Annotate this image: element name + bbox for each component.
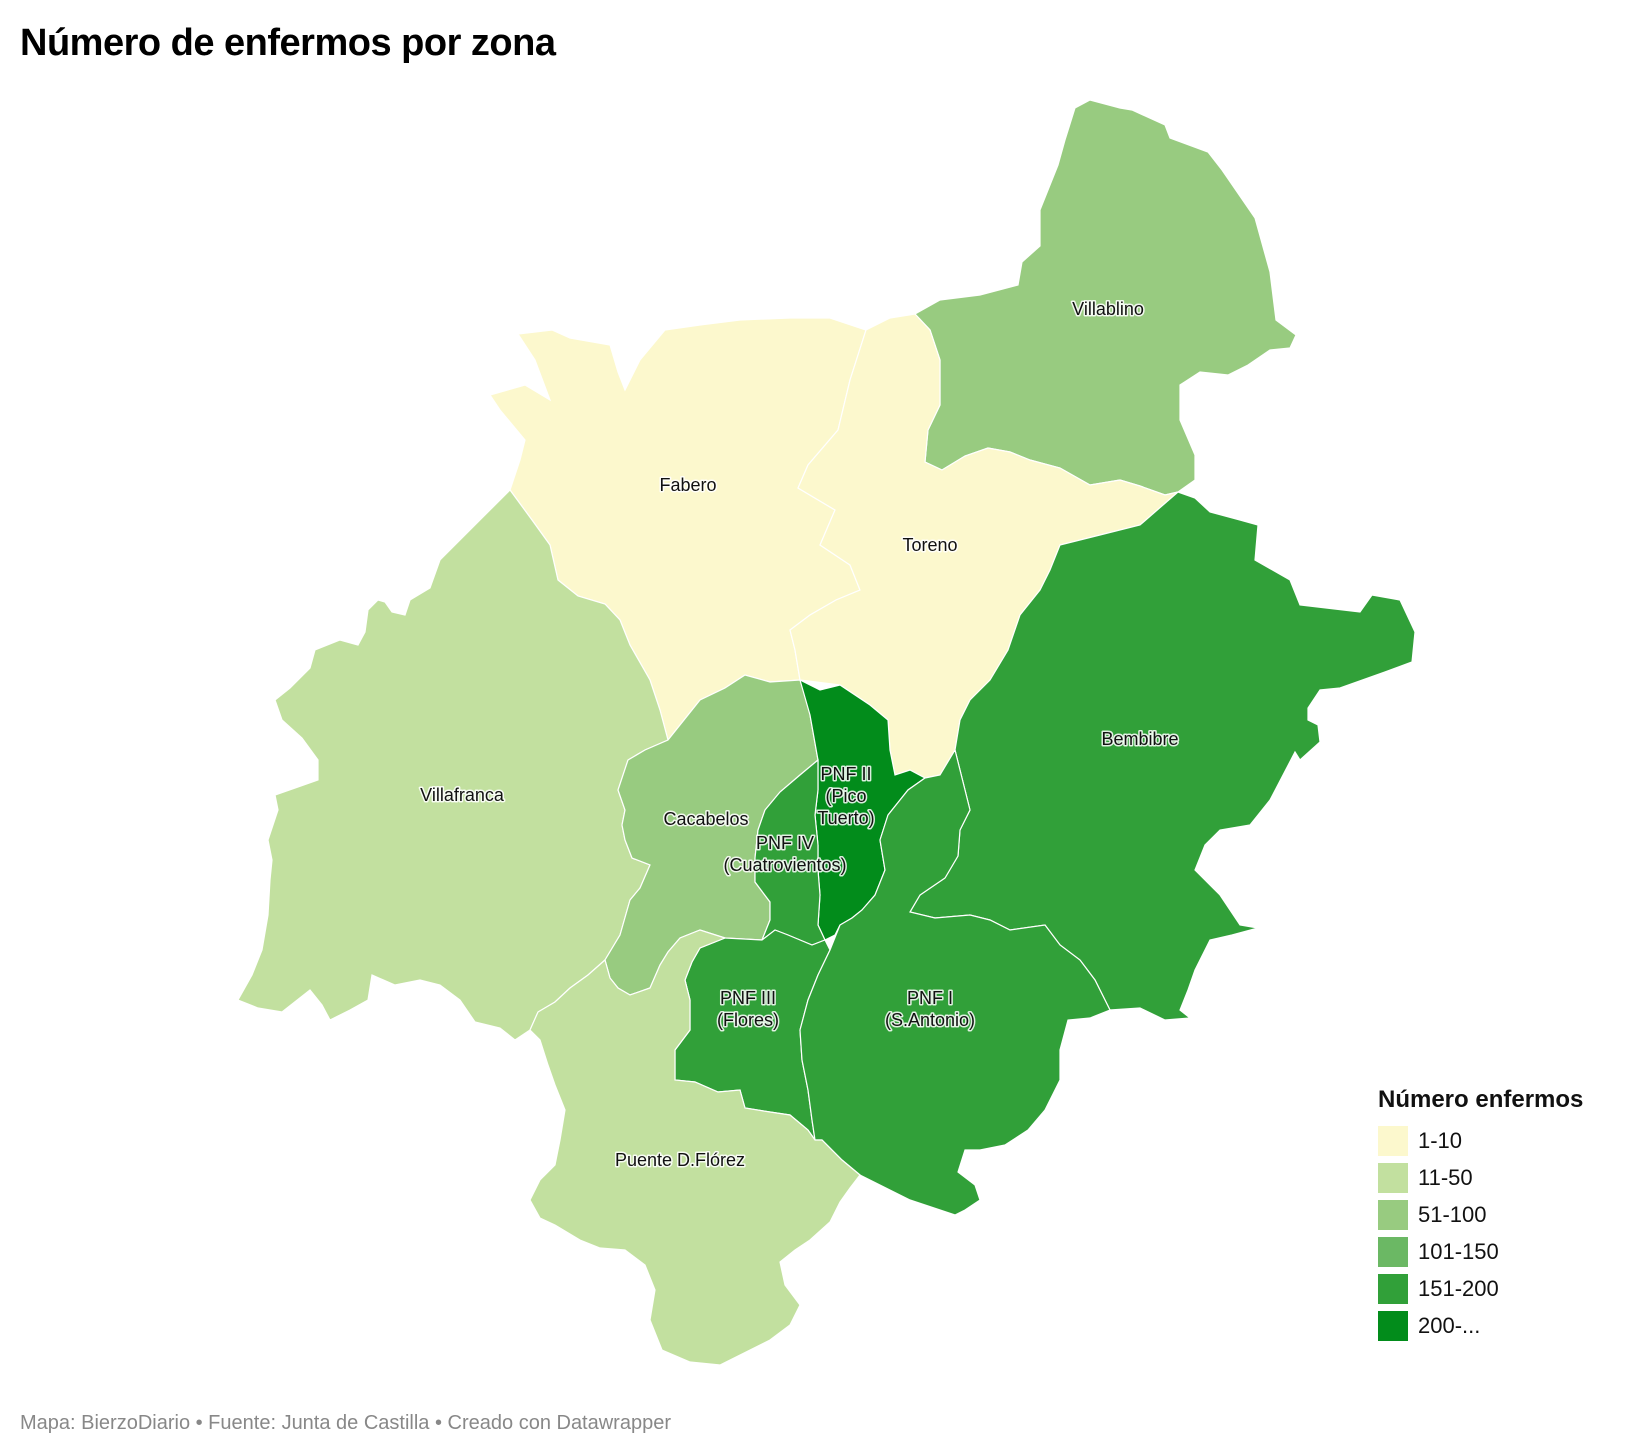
legend-item: 200-... [1378, 1307, 1583, 1344]
zone-label-pnf2: PNF II (Pico Tuerto) [817, 764, 874, 828]
zone-label-toreno: Toreno [902, 535, 957, 555]
legend: Número enfermos 1-10 11-50 51-100 101-15… [1378, 1086, 1583, 1344]
legend-item: 1-10 [1378, 1122, 1583, 1159]
legend-label: 101-150 [1418, 1238, 1499, 1264]
zone-label-fabero: Fabero [659, 475, 716, 495]
legend-label: 11-50 [1418, 1164, 1473, 1190]
zone-label-pnf4: PNF IV (Cuatrovientos) [723, 833, 846, 875]
legend-item: 11-50 [1378, 1159, 1583, 1196]
zone-label-villablino: Villablino [1072, 299, 1144, 319]
legend-label: 151-200 [1418, 1275, 1499, 1301]
zone-villablino[interactable] [914, 99, 1297, 496]
legend-swatch [1378, 1125, 1408, 1156]
legend-label: 51-100 [1418, 1201, 1487, 1227]
legend-swatch [1378, 1236, 1408, 1267]
legend-label: 1-10 [1418, 1127, 1463, 1153]
legend-swatch [1378, 1273, 1408, 1304]
legend-swatch [1378, 1310, 1408, 1341]
legend-title: Número enfermos [1378, 1086, 1584, 1113]
legend-item: 51-100 [1378, 1196, 1583, 1233]
zone-label-pnf1: PNF I (S.Antonio) [885, 988, 975, 1030]
legend-swatch [1378, 1199, 1408, 1230]
map-title: Número de enfermos por zona [20, 22, 556, 64]
zone-label-villafranca: Villafranca [420, 785, 505, 805]
zone-puente[interactable] [529, 929, 861, 1366]
zone-label-bembibre: Bembibre [1101, 729, 1178, 749]
legend-item: 151-200 [1378, 1270, 1583, 1307]
zone-label-pnf3: PNF III (Flores) [717, 988, 779, 1030]
zone-pnf1[interactable] [799, 748, 1111, 1216]
map-footer-credits: Mapa: BierzoDiario • Fuente: Junta de Ca… [20, 1412, 671, 1434]
zone-bembibre[interactable] [909, 491, 1416, 1021]
zone-label-cacabelos: Cacabelos [663, 809, 748, 829]
legend-swatch [1378, 1162, 1408, 1193]
zone-label-puente: Puente D.Flórez [615, 1150, 745, 1170]
legend-label: 200-... [1418, 1312, 1481, 1338]
legend-items: 1-10 11-50 51-100 101-150 151-200 200-..… [1378, 1122, 1583, 1344]
legend-item: 101-150 [1378, 1233, 1583, 1270]
